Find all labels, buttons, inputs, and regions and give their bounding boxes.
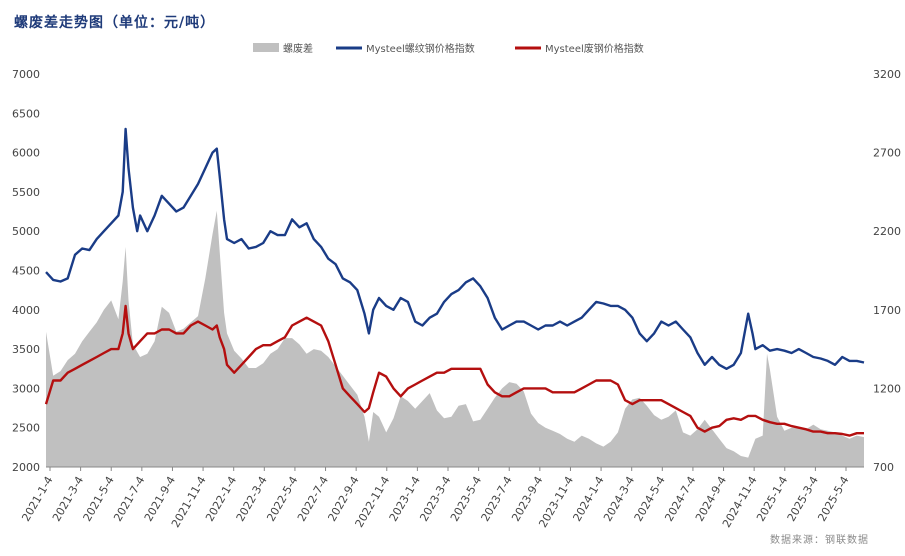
source-note: 数据来源：钢联数据 xyxy=(770,535,869,546)
legend-label: 螺废差 xyxy=(283,42,313,55)
series-line-rebar-index xyxy=(45,127,865,370)
legend-label: Mysteel废钢价格指数 xyxy=(545,42,644,55)
chart-title: 螺废差走势图（单位：元/吨） xyxy=(14,15,216,31)
left-tick-label: 7000 xyxy=(12,68,40,81)
right-tick-label: 1700 xyxy=(873,304,901,317)
right-tick-label: 3200 xyxy=(873,68,901,81)
right-tick-label: 2700 xyxy=(873,147,901,160)
left-tick-label: 4500 xyxy=(12,265,40,278)
left-tick-label: 5000 xyxy=(12,225,40,238)
series-line-scrap-index xyxy=(44,304,864,437)
left-tick-label: 2500 xyxy=(12,422,40,435)
left-tick-label: 6000 xyxy=(12,147,40,160)
legend: 螺废差 Mysteel螺纹钢价格指数 Mysteel废钢价格指数 xyxy=(253,42,644,55)
x-tick-label: 2025-5-4 xyxy=(815,474,851,524)
left-tick-label: 6500 xyxy=(12,107,40,120)
series-area-scrap-spread xyxy=(46,210,864,468)
left-tick-label: 3500 xyxy=(12,343,40,356)
left-tick-label: 5500 xyxy=(12,186,40,199)
right-tick-label: 2200 xyxy=(873,225,901,238)
right-tick-label: 1200 xyxy=(873,382,901,395)
left-tick-label: 3000 xyxy=(12,382,40,395)
legend-swatch-area xyxy=(253,43,279,52)
legend-label: Mysteel螺纹钢价格指数 xyxy=(366,42,475,55)
right-tick-label: 700 xyxy=(873,461,894,474)
area-layer xyxy=(46,210,864,468)
left-tick-label: 4000 xyxy=(12,304,40,317)
line-layer xyxy=(44,127,865,437)
left-tick-label: 2000 xyxy=(12,461,40,474)
